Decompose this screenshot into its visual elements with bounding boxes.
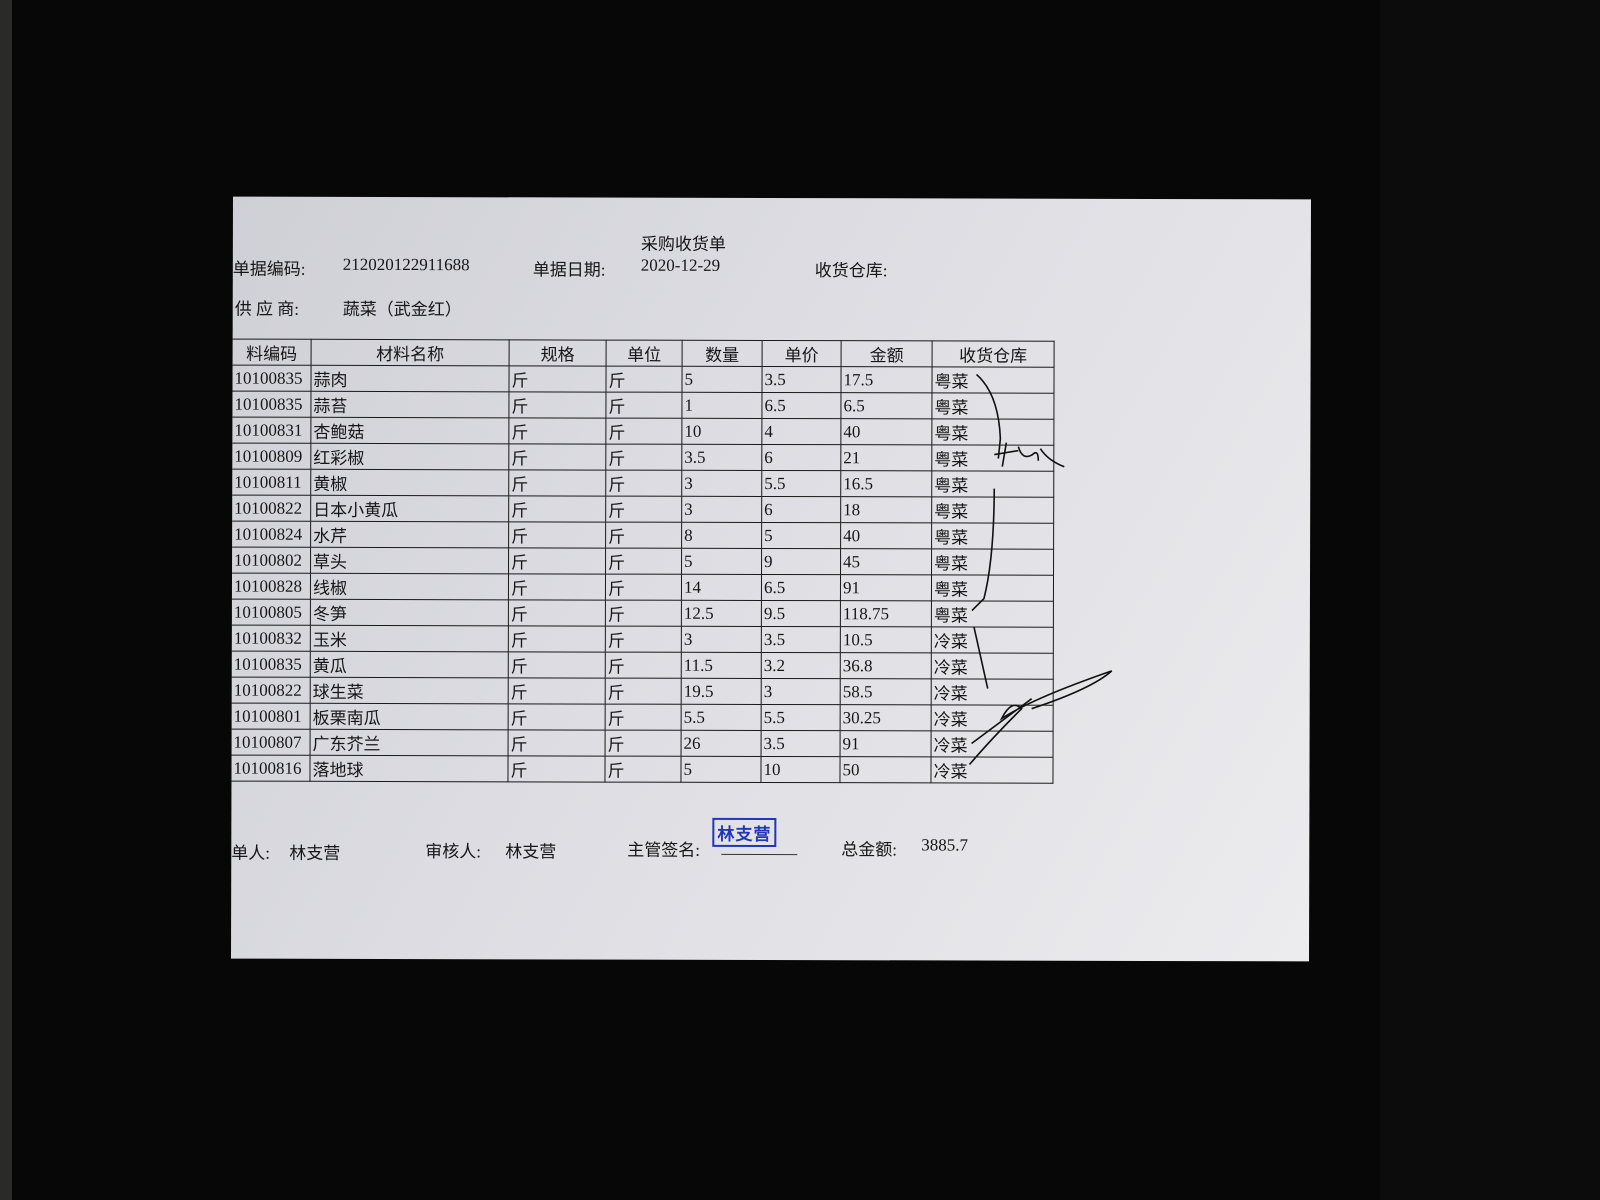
bracket-stroke-top	[976, 373, 1002, 459]
handwritten-marks	[968, 373, 1113, 766]
bracket-stroke-bottom	[971, 488, 996, 612]
stroke-cold-dish	[973, 626, 989, 689]
background-edge	[0, 0, 12, 1200]
handwritten-note	[994, 442, 1065, 468]
receipt-paper: 采购收货单 单据编码: 212020122911688 单据日期: 2020-1…	[231, 196, 1311, 962]
background-panel	[1380, 0, 1600, 1200]
signature-scribble	[968, 670, 1113, 766]
